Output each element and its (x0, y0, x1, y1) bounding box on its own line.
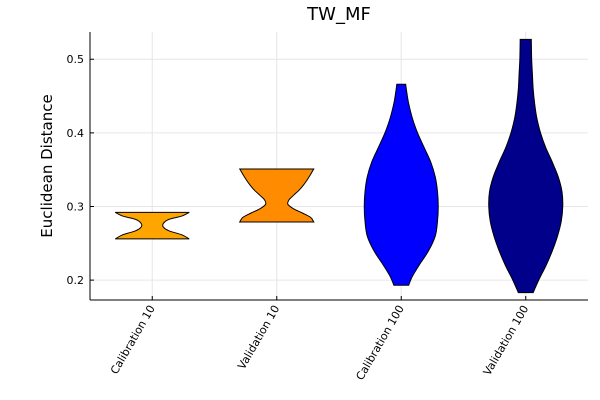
violin-validation-100 (488, 38, 564, 294)
y-axis-label: Euclidean Distance (38, 94, 56, 237)
x-tick-label: Calibration 10 (108, 303, 158, 376)
x-tick-label: Validation 10 (235, 303, 282, 372)
violin-calibration-10 (115, 211, 190, 240)
axes (89, 32, 588, 301)
violin-validation-10 (238, 168, 315, 223)
y-tick-label: 0.5 (67, 53, 85, 66)
y-tick-label: 0.4 (67, 127, 85, 140)
violin-calibration-100 (363, 83, 439, 286)
grid-lines (90, 32, 588, 300)
chart-title: TW_MF (306, 4, 371, 25)
y-ticks: 0.2 0.3 0.4 0.5 (67, 53, 94, 287)
violins (115, 38, 564, 294)
x-ticks: Calibration 10 Validation 10 Calibration 1… (108, 296, 531, 383)
x-tick-label: Validation 100 (481, 303, 532, 378)
y-tick-label: 0.3 (67, 200, 85, 213)
y-tick-label: 0.2 (67, 274, 85, 287)
x-tick-label: Calibration 100 (353, 303, 406, 383)
